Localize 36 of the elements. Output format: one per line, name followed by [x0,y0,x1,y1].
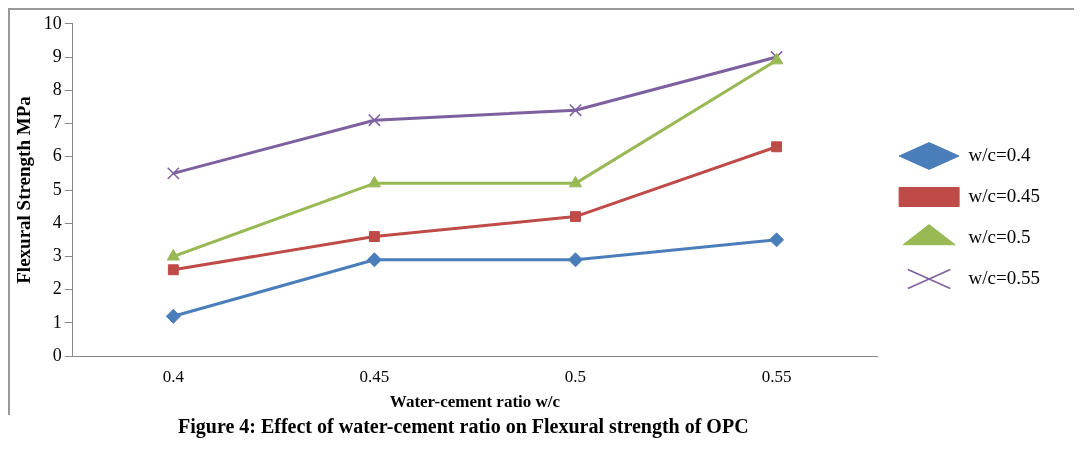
x-tick-label: 0.55 [761,366,792,386]
point [166,166,180,180]
legend-label: w/c=0.4 [968,143,1031,165]
y-tick-label: 4 [52,211,62,232]
point [771,141,783,153]
x-axis-title: Water-cement ratio w/c [389,392,561,412]
legend-label: w/c=0.45 [968,184,1041,206]
point [368,113,381,127]
point [166,248,180,261]
x-tick-label: 0.4 [162,366,185,386]
y-tick-label: 10 [43,12,62,33]
point [569,103,582,117]
y-tick-label: 2 [52,278,62,299]
point [165,308,181,324]
y-tick-label: 8 [52,79,62,100]
legend-label: w/c=0.55 [968,266,1041,288]
point [366,252,382,268]
point [368,231,380,242]
point [167,264,179,276]
y-axis-title: Flexural Strength MPa [13,95,35,284]
y-tick-label: 5 [52,178,62,199]
x-tick-label: 0.45 [359,366,390,386]
caption: Figure 4: Effect of water-cement ratio on Flexural strength of OPC [177,415,750,438]
legend-label: w/c=0.5 [968,225,1031,247]
point [568,175,583,188]
y-tick-label: 7 [52,112,62,133]
y-tick-label: 0 [52,344,62,365]
y-tick-label: 6 [52,145,62,166]
point [769,232,785,248]
point [567,252,583,268]
point [570,211,581,223]
point [367,175,381,188]
x-tick-label: 0.5 [564,366,587,386]
y-tick-label: 1 [52,311,62,332]
y-tick-label: 3 [52,245,62,266]
y-tick-label: 9 [52,45,62,66]
